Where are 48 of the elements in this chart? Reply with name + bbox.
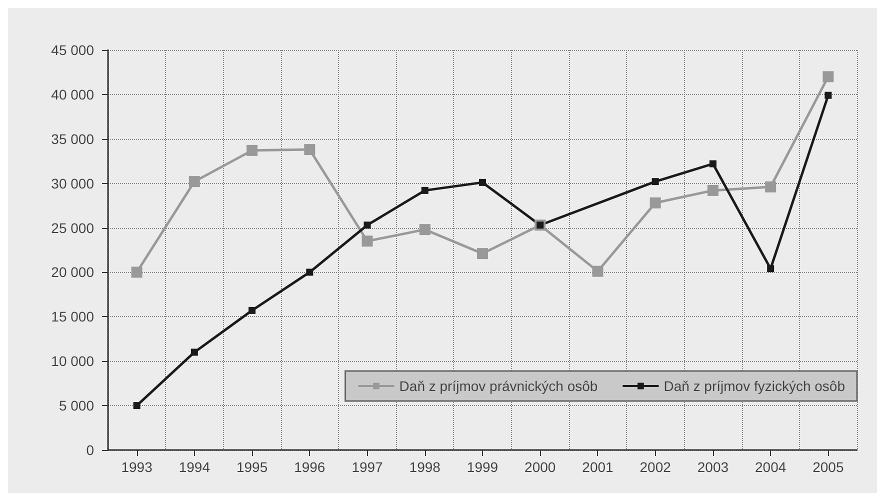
point [246,144,258,156]
point [479,178,486,186]
point [767,265,774,272]
y-tick-label: 10 000 [51,353,94,370]
x-tick-label: 2003 [697,459,729,475]
x-tick-label: 2005 [812,459,844,475]
point [248,306,256,314]
y-tick-label: 45 000 [51,42,94,58]
x-tick-label: 2004 [755,459,786,475]
point [133,402,140,410]
x-tick-label: 1998 [409,459,441,475]
y-tick-label: 30 000 [51,175,94,192]
point [131,266,142,278]
x-tick-label: 1997 [352,459,384,475]
x-tick-label: 1994 [178,459,210,475]
point [709,160,716,168]
x-tick-label: 1993 [121,459,153,475]
x-tick-label: 2002 [640,459,672,475]
legend-label: Daň z príjmov právnických osôb [399,378,598,394]
point [421,186,428,194]
x-tick-label: 1999 [466,459,498,475]
point [419,224,430,236]
point [707,184,718,196]
y-tick-label: 20 000 [51,264,94,280]
y-tick-label: 40 000 [51,86,94,102]
point [824,92,832,99]
y-tick-label: 15 000 [51,308,94,325]
point [822,71,834,82]
y-tick-label: 25 000 [51,220,94,236]
x-tick-label: 1996 [294,459,326,475]
legend-label: Daň z príjmov fyzických osôb [664,378,846,394]
point [592,266,604,277]
point [304,144,316,156]
x-tick-label: 2001 [582,459,614,475]
y-tick-label: 35 000 [51,130,94,147]
y-tick-label: 0 [86,442,94,458]
point [364,222,371,229]
point [362,236,373,247]
point [188,176,200,188]
x-tick-label: 1995 [236,459,268,475]
point [765,181,776,192]
point [650,197,661,208]
point [190,348,198,356]
y-tick-label: 5 000 [58,398,94,414]
point [306,268,314,276]
point [652,178,659,186]
x-tick-label: 2000 [524,459,556,475]
point [477,248,488,260]
